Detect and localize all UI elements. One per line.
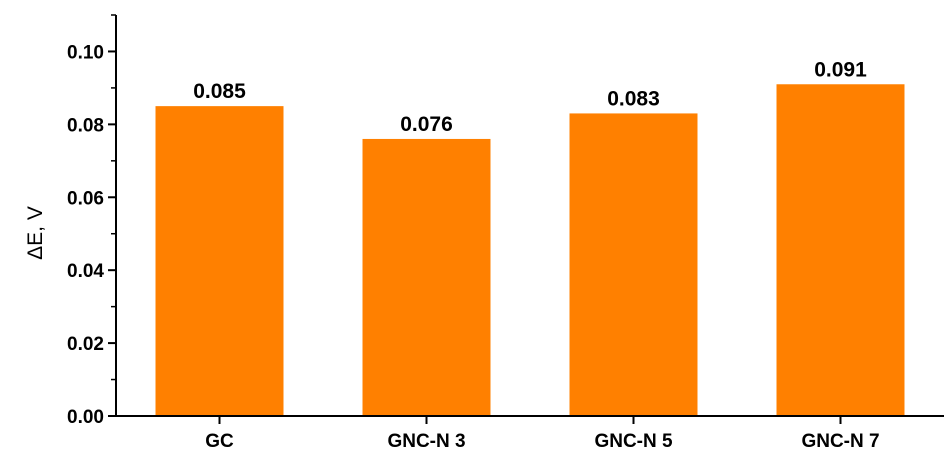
y-ticks-group: 0.00 0.02 0.04 0.06 0.08 0.10 <box>67 14 116 428</box>
x-category-label-1: GNC-N 3 <box>387 431 465 452</box>
axes-group <box>115 15 944 417</box>
y-axis-title: ΔE, V <box>24 206 47 260</box>
y-tick-label: 0.10 <box>67 42 104 63</box>
y-tick-label: 0.02 <box>67 334 104 355</box>
data-label-1: 0.076 <box>400 113 453 136</box>
bar-1 <box>362 138 491 417</box>
data-label-3: 0.091 <box>814 58 867 81</box>
y-tick-label: 0.00 <box>67 407 104 428</box>
data-label-0: 0.085 <box>193 80 246 103</box>
data-label-2: 0.083 <box>607 87 660 110</box>
y-tick-label: 0.08 <box>67 115 104 136</box>
x-category-label-0: GC <box>205 431 234 452</box>
bar-2 <box>569 113 698 416</box>
x-ticks-group: GC GNC-N 3 GNC-N 5 GNC-N 7 <box>205 416 880 452</box>
bar-3 <box>776 84 905 416</box>
y-tick-label: 0.04 <box>67 261 104 282</box>
data-labels-group: 0.085 0.076 0.083 0.091 <box>193 58 867 136</box>
x-category-label-2: GNC-N 5 <box>594 431 673 452</box>
bars-group <box>155 84 905 417</box>
bar-0 <box>155 106 284 417</box>
x-category-label-3: GNC-N 7 <box>801 431 879 452</box>
y-tick-label: 0.06 <box>67 188 104 209</box>
